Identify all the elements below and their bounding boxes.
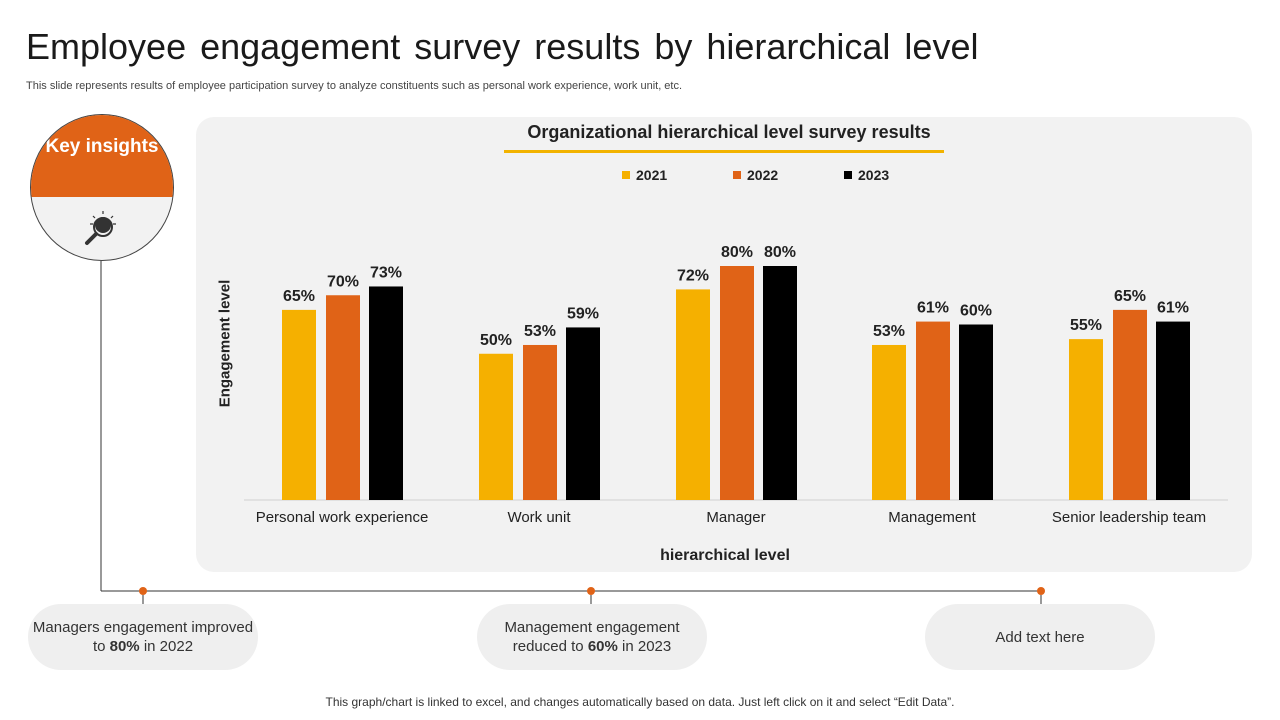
timeline-dot (1037, 587, 1045, 595)
title-underline (504, 150, 944, 153)
data-label: 53% (524, 323, 556, 340)
bar-2021 (282, 309, 316, 500)
footer-note: This graph/chart is linked to excel, and… (325, 695, 955, 709)
x-tick-label: Personal work experience (256, 509, 429, 526)
data-label: 53% (873, 323, 905, 340)
page-subtitle: This slide represents results of employe… (26, 80, 683, 92)
x-axis-label: hierarchical level (660, 547, 790, 564)
legend-2021: 2021 (622, 167, 667, 183)
data-label: 73% (370, 264, 402, 281)
legend-swatch (622, 171, 630, 179)
legend-2022: 2022 (733, 167, 778, 183)
bar-2022 (1113, 309, 1147, 500)
bar-2023 (566, 327, 600, 500)
data-label: 72% (677, 267, 709, 284)
data-label: 80% (721, 244, 753, 261)
bar-2021 (479, 353, 513, 500)
bar-2022 (720, 266, 754, 500)
bar-2023 (369, 286, 403, 500)
x-tick-label: Senior leadership team (1052, 509, 1206, 526)
bar-2023 (959, 324, 993, 500)
bar-2021 (676, 289, 710, 500)
data-label: 61% (1157, 300, 1189, 317)
insight-3[interactable]: Add text here (925, 604, 1155, 670)
bar-2021 (872, 344, 906, 500)
timeline-dot (139, 587, 147, 595)
legend-label: 2023 (858, 167, 890, 183)
bar-2023 (1156, 321, 1190, 500)
data-label: 61% (917, 300, 949, 317)
x-tick-label: Work unit (507, 509, 571, 526)
bar-2022 (916, 321, 950, 500)
data-label: 55% (1070, 317, 1102, 334)
legend-label: 2021 (636, 167, 668, 183)
data-label: 70% (327, 273, 359, 290)
x-tick-label: Management (888, 509, 976, 526)
data-label: 65% (1114, 288, 1146, 305)
bar-2021 (1069, 339, 1103, 500)
lightbulb-magnifier-icon (85, 211, 116, 245)
data-label: 65% (283, 288, 315, 305)
data-label: 50% (480, 332, 512, 349)
bar-2022 (326, 295, 360, 500)
data-label: 80% (764, 244, 796, 261)
page-title: Employee engagement survey results by hi… (26, 26, 979, 67)
bar-2022 (523, 344, 557, 500)
insight-1: Managers engagement improved to 80% in 2… (28, 604, 258, 670)
chart-title: Organizational hierarchical level survey… (527, 122, 931, 142)
insight-2: Management engagement reduced to 60% in … (477, 604, 707, 670)
bar-2023 (763, 266, 797, 500)
legend-2023: 2023 (844, 167, 889, 183)
legend-swatch (844, 171, 852, 179)
data-label: 59% (567, 305, 599, 322)
timeline-dot (587, 587, 595, 595)
data-label: 60% (960, 303, 992, 320)
legend-label: 2022 (747, 167, 779, 183)
legend-swatch (733, 171, 741, 179)
x-tick-label: Manager (706, 509, 765, 526)
